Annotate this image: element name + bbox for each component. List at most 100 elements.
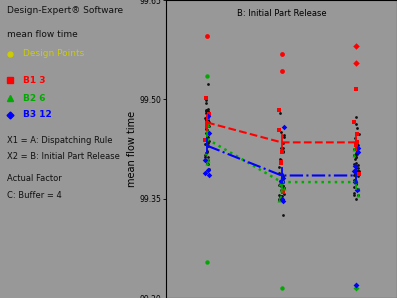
Point xyxy=(278,161,284,165)
Text: mean flow time: mean flow time xyxy=(7,30,77,39)
Point xyxy=(355,172,362,176)
Point xyxy=(202,170,208,175)
Point xyxy=(205,162,211,167)
Point xyxy=(355,162,362,167)
Point xyxy=(204,160,210,165)
Point xyxy=(353,179,359,183)
Point xyxy=(205,115,211,120)
Point xyxy=(203,101,209,106)
Point xyxy=(279,180,285,184)
Point xyxy=(279,193,285,198)
Point xyxy=(280,189,287,194)
Point xyxy=(352,161,358,166)
Point xyxy=(280,125,287,130)
Point xyxy=(355,172,362,176)
Point xyxy=(279,174,285,179)
Point xyxy=(278,184,284,189)
Point xyxy=(353,115,359,120)
Point xyxy=(203,134,210,139)
Point xyxy=(276,108,282,112)
Point xyxy=(351,173,358,178)
Point xyxy=(202,170,208,175)
Point xyxy=(280,150,286,155)
Point xyxy=(203,95,210,100)
Point xyxy=(206,131,212,135)
Point xyxy=(351,178,358,182)
Point xyxy=(354,188,360,193)
Point xyxy=(204,107,210,112)
Point xyxy=(206,131,212,135)
Point xyxy=(281,132,287,137)
Point xyxy=(353,87,359,91)
Point xyxy=(278,194,285,199)
Point xyxy=(278,149,284,154)
Point xyxy=(353,165,359,170)
Point xyxy=(351,120,358,125)
Point xyxy=(281,186,287,191)
Point xyxy=(279,197,285,201)
Point xyxy=(202,155,208,159)
Point xyxy=(204,160,210,165)
Point xyxy=(352,171,358,176)
Point xyxy=(354,146,360,151)
Point xyxy=(280,149,286,153)
Point xyxy=(354,149,360,154)
Point xyxy=(276,182,283,187)
Point xyxy=(351,169,357,174)
Point xyxy=(280,179,286,184)
Point xyxy=(355,166,361,170)
Point xyxy=(279,140,286,145)
Point xyxy=(278,179,285,183)
Point xyxy=(203,95,210,100)
Point xyxy=(276,198,283,203)
Point xyxy=(278,160,284,164)
Point xyxy=(353,87,359,91)
Point xyxy=(279,198,286,203)
Point xyxy=(355,186,361,191)
Point xyxy=(278,286,285,291)
Point xyxy=(278,69,285,73)
Point xyxy=(355,142,361,147)
Point xyxy=(352,164,358,168)
Point xyxy=(351,146,357,151)
Point xyxy=(203,151,209,156)
Point xyxy=(279,180,285,184)
Point xyxy=(202,125,209,130)
Point xyxy=(277,178,283,183)
Point xyxy=(355,188,361,193)
Point xyxy=(355,131,362,136)
Point xyxy=(352,157,358,162)
Point xyxy=(203,151,209,156)
Point xyxy=(352,164,358,168)
Point xyxy=(353,286,359,291)
Text: X2 = B: Initial Part Release: X2 = B: Initial Part Release xyxy=(7,152,119,161)
Text: Design Points: Design Points xyxy=(23,49,85,58)
Point xyxy=(351,153,357,157)
Point xyxy=(276,126,283,131)
Point xyxy=(278,111,284,116)
Point xyxy=(279,197,285,201)
Point xyxy=(279,146,285,151)
Point xyxy=(353,142,359,147)
Point xyxy=(202,158,209,162)
Point xyxy=(353,44,359,49)
Point xyxy=(351,178,358,182)
Point xyxy=(355,149,361,154)
Point xyxy=(277,181,283,186)
Point xyxy=(278,182,284,187)
Point xyxy=(278,187,284,192)
Point xyxy=(355,169,362,174)
Point xyxy=(203,127,209,131)
Point xyxy=(205,155,211,160)
Point xyxy=(279,174,286,179)
Text: Design-Expert® Software: Design-Expert® Software xyxy=(7,6,123,15)
Point xyxy=(202,141,208,146)
Text: B2 6: B2 6 xyxy=(23,94,46,103)
Point xyxy=(353,197,359,201)
Point xyxy=(355,146,361,151)
Point xyxy=(277,156,283,161)
Point xyxy=(280,125,287,130)
Text: B1 3: B1 3 xyxy=(23,76,46,85)
Point xyxy=(203,107,210,112)
Point xyxy=(205,107,211,112)
